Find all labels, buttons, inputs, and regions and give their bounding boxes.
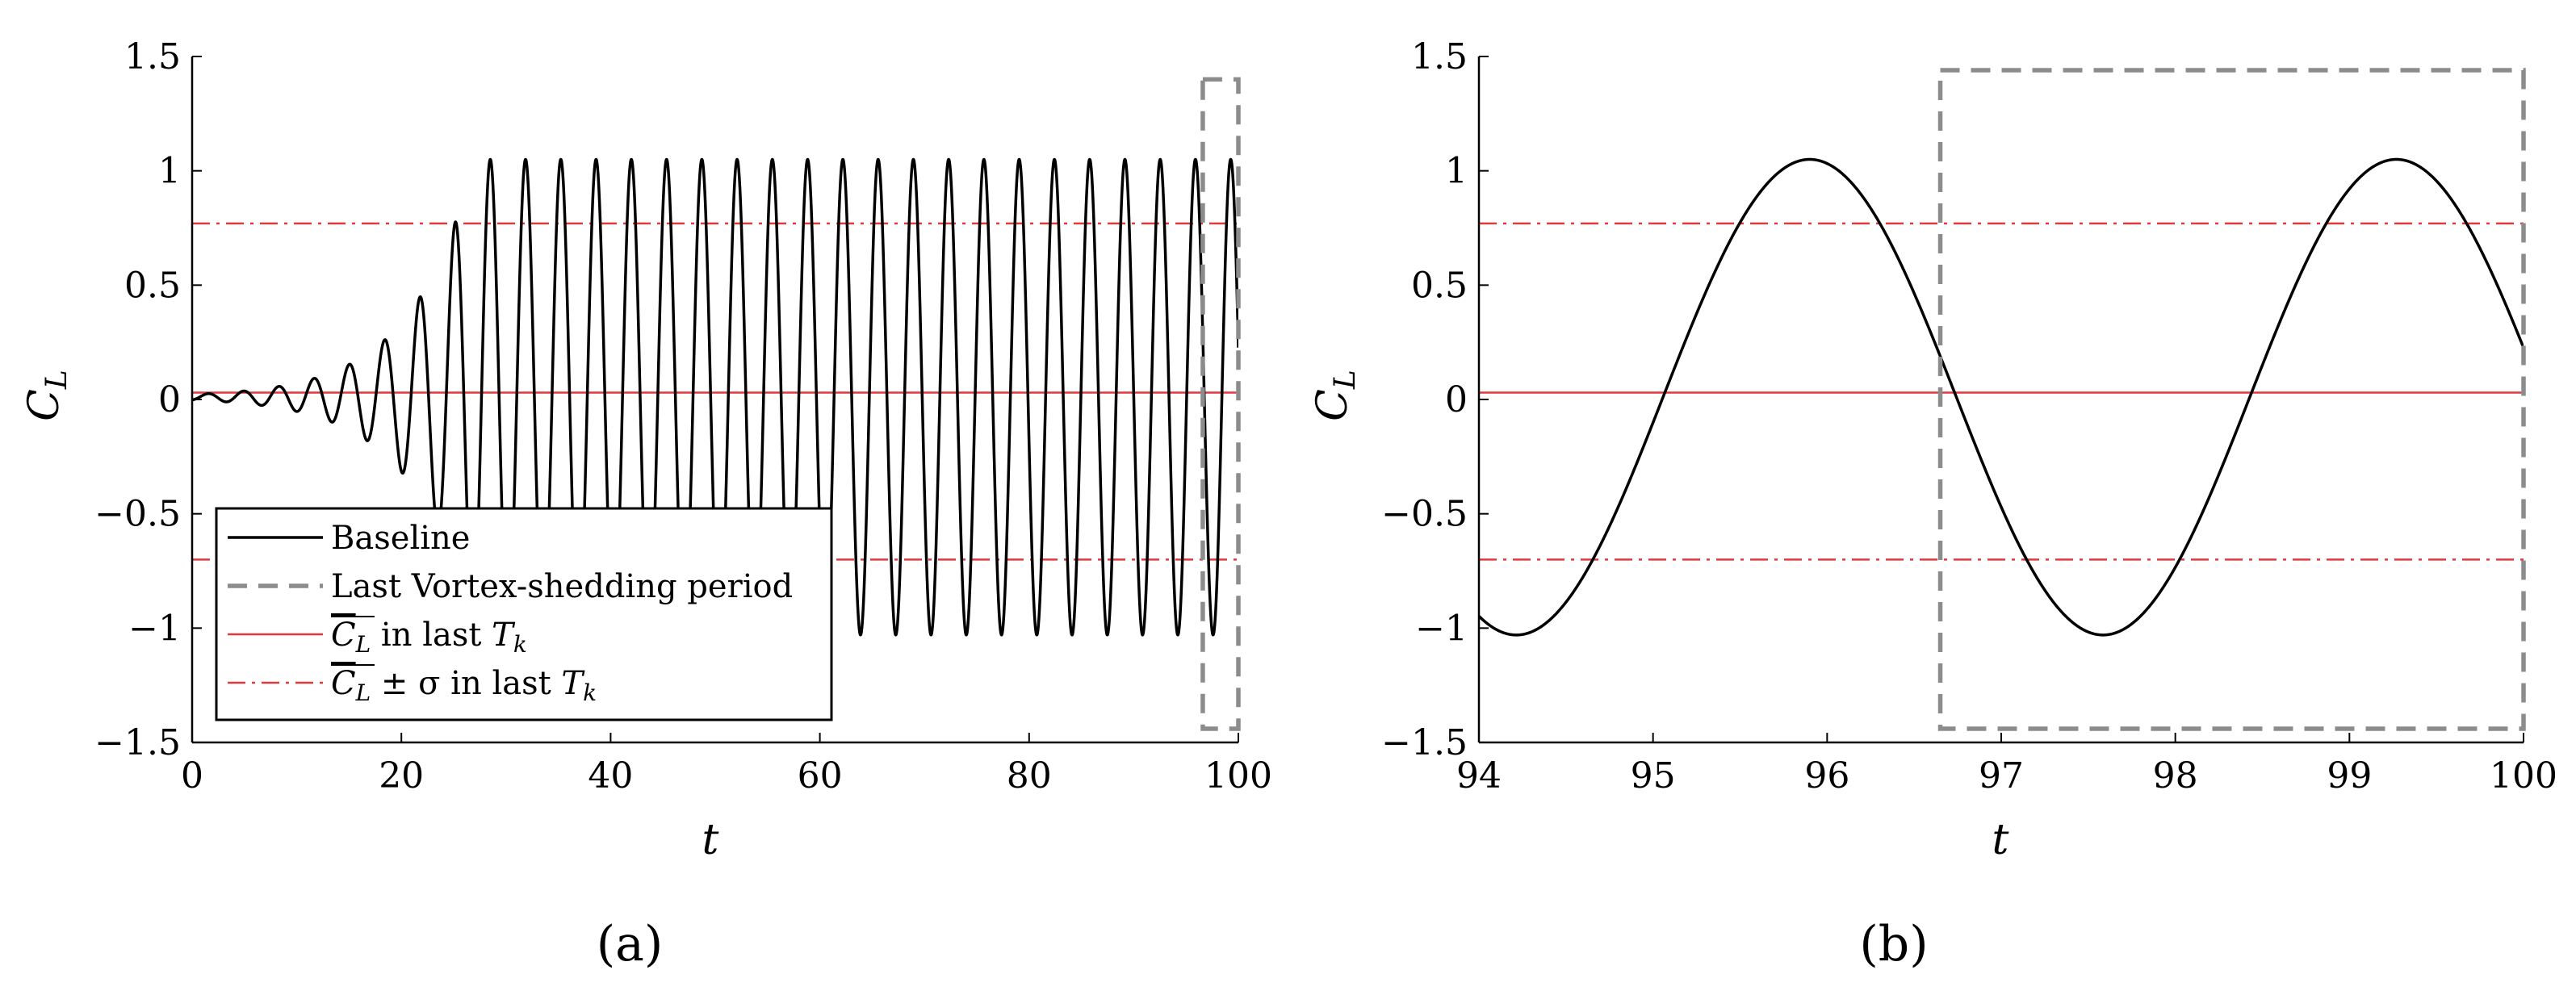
panel-a-xtick-label: 40 xyxy=(588,755,633,797)
panel-b-highlight-box xyxy=(1937,68,2526,731)
panel-a-xtick-label: 100 xyxy=(1204,755,1272,797)
panel-b-series-baseline xyxy=(1479,157,2524,637)
panel-b-clipped xyxy=(1479,157,2524,637)
panel-b-xtick-label: 99 xyxy=(2327,755,2372,797)
panel-b-xlabel: t xyxy=(1992,816,2009,864)
panel-b-xtick-label: 94 xyxy=(1456,755,1502,797)
panel-a-xtick-label: 80 xyxy=(1007,755,1052,797)
panel-a-ytick-label: 1 xyxy=(158,151,181,192)
panel-a-ytick-label: −1 xyxy=(128,608,181,649)
panel-b-ytick-label: −1.5 xyxy=(1381,722,1468,763)
panel-a-ytick-label: 0.5 xyxy=(124,265,181,306)
legend-box xyxy=(215,507,833,721)
panel-b-xtick-label: 97 xyxy=(1979,755,2024,797)
panel-a-ytick-label: 0 xyxy=(158,379,181,420)
panel-b-ytick-label: 0 xyxy=(1445,379,1468,420)
panel-b: 94 95 96 97 98 99 100 −1.5 −1 −0.5 0 0.5 1 1.5 t CL (… xyxy=(1309,36,2557,972)
panel-a-ylabel: CL xyxy=(20,370,73,421)
panel-b-ytick-label: 1 xyxy=(1445,151,1468,192)
panel-b-label: (b) xyxy=(1859,916,1928,972)
panel-a-xtick-label: 0 xyxy=(181,755,203,797)
panel-b-xtick-label: 95 xyxy=(1631,755,1676,797)
panel-a-highlight-box xyxy=(1200,77,1241,731)
panel-a-axes: 0 20 40 60 80 100 −1.5 −1 −0.5 0 0.5 1 1.5 xyxy=(94,36,1272,797)
panel-b-axes: 94 95 96 97 98 99 100 −1.5 −1 −0.5 0 0.5 1 1.5 xyxy=(1381,36,2557,797)
legend-entry-label: CL ± σ in last Tk xyxy=(331,665,597,706)
panel-b-xtick-label: 100 xyxy=(2490,755,2557,797)
panel-b-ylabel: CL xyxy=(1309,370,1362,421)
panel-a-ytick-label: −0.5 xyxy=(94,494,181,535)
panel-b-plot-area xyxy=(1479,68,2526,731)
panel-a-xlabel: t xyxy=(702,816,719,864)
panel-b-xtick-label: 98 xyxy=(2153,755,2198,797)
panel-a-xtick-label: 20 xyxy=(379,755,424,797)
panel-b-ytick-label: 1.5 xyxy=(1411,36,1468,77)
panel-b-ytick-label: 0.5 xyxy=(1411,265,1468,306)
panel-a-label: (a) xyxy=(597,916,664,972)
panel-b-ytick-label: −0.5 xyxy=(1381,494,1468,535)
panel-a-ytick-label: −1.5 xyxy=(94,722,181,763)
legend-entry-label: Last Vortex-shedding period xyxy=(331,568,793,605)
legend-entry-label: CL in last Tk xyxy=(331,617,527,658)
panel-a: 0 20 40 60 80 100 −1.5 −1 −0.5 0 0.5 1 1.5 Baseline L… xyxy=(20,36,1272,972)
panel-a-xtick-label: 60 xyxy=(798,755,843,797)
panel-a-legend: Baseline Last Vortex-shedding period CL in… xyxy=(215,507,833,721)
panel-b-xtick-label: 96 xyxy=(1804,755,1849,797)
panel-a-ytick-label: 1.5 xyxy=(124,36,181,77)
panel-b-ytick-label: −1 xyxy=(1415,608,1468,649)
legend-entry-label: Baseline xyxy=(331,520,470,557)
